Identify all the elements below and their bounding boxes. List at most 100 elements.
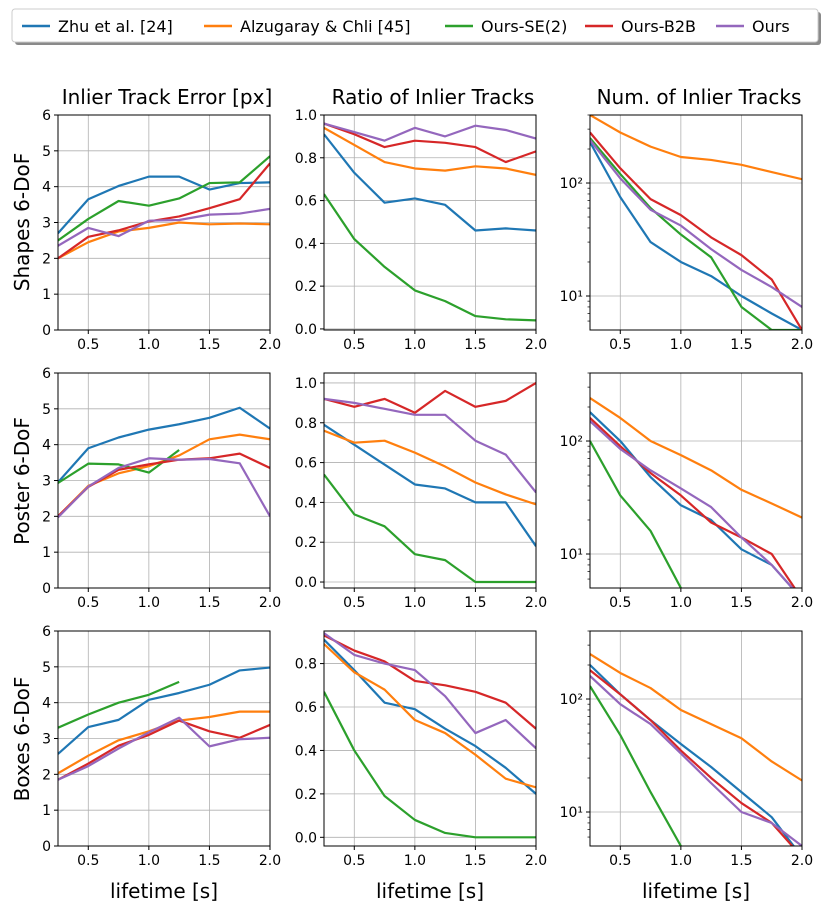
series-line-ours-b2b	[590, 417, 796, 588]
series-line-ours-se2	[58, 680, 180, 729]
row-title-shapes: Shapes 6-DoF	[10, 153, 34, 292]
y-tick-label: 10¹	[560, 547, 583, 563]
series-group	[590, 115, 802, 330]
series-line-ours	[324, 397, 536, 494]
x-tick-label: 0.5	[609, 853, 631, 869]
y-tick-label: 5	[42, 144, 51, 160]
y-tick-label: 0.6	[295, 456, 317, 472]
y-tick-label: 0.2	[295, 535, 317, 551]
x-tick-label: 1.0	[404, 853, 426, 869]
x-label-col3: lifetime [s]	[642, 879, 750, 903]
x-tick-label: 0.5	[77, 595, 99, 611]
axes-frame	[589, 114, 803, 331]
series-line-ours	[58, 207, 270, 247]
series-line-ours	[324, 122, 536, 142]
x-tick-label: 0.5	[77, 337, 99, 353]
y-tick-label: 4	[42, 438, 51, 454]
y-tick-label: 0.6	[295, 700, 317, 716]
series-line-alzugaray	[324, 126, 536, 176]
axes-frame	[323, 372, 537, 589]
series-line-ours	[590, 675, 802, 846]
series-line-ours	[590, 139, 802, 308]
series-line-zhu	[58, 666, 270, 755]
y-tick-label: 0	[42, 839, 51, 855]
y-tick-label: 6	[42, 108, 51, 124]
series-line-ours-se2	[58, 155, 270, 242]
series-line-ours-se2	[590, 137, 802, 330]
series-line-ours-se2	[324, 473, 536, 584]
series-group	[324, 382, 536, 584]
panel-boxes-count: 0.5 1.0 1.5 2.0 10¹ 10²	[560, 630, 813, 869]
series-line-ours-se2	[324, 193, 536, 322]
x-tick-label: 0.5	[77, 853, 99, 869]
x-tick-label: 2.0	[525, 337, 547, 353]
axes-frame	[323, 114, 537, 331]
y-tick-label: 2	[42, 509, 51, 525]
panel-shapes-error: 0.5 1.0 1.5 2.0 0 1 2 3 4 5 6	[42, 108, 281, 353]
x-tick-label: 2.0	[791, 337, 813, 353]
legend-box	[11, 8, 819, 43]
y-tick-label: 10¹	[560, 289, 583, 305]
x-label-col1: lifetime [s]	[110, 879, 218, 903]
x-tick-label: 1.0	[670, 853, 692, 869]
series-line-zhu	[58, 406, 270, 484]
panel-boxes-error: 0.5 1.0 1.5 2.0 0 1 2 3 4 5 6	[42, 624, 281, 869]
series-line-ours-se2	[590, 440, 683, 588]
series-group	[590, 653, 802, 846]
y-tick-label: 10²	[560, 692, 583, 708]
x-tick-label: 2.0	[259, 595, 281, 611]
y-tick-label: 3	[42, 474, 51, 490]
y-tick-label: 5	[42, 402, 51, 418]
panel-poster-ratio: 0.5 1.0 1.5 2.0 0.0 0.2 0.4 0.6 0.8 1.0	[295, 372, 547, 611]
x-tick-label: 1.0	[670, 595, 692, 611]
column-title-ratio: Ratio of Inlier Tracks	[332, 85, 535, 109]
y-tick-label: 0.0	[295, 575, 317, 591]
x-tick-label: 1.5	[730, 853, 752, 869]
y-tick-label: 0.2	[295, 279, 317, 295]
y-tick-label: 0	[42, 581, 51, 597]
y-tick-label: 4	[42, 180, 51, 196]
legend-label-ours-se2: Ours-SE(2)	[481, 17, 567, 36]
x-tick-label: 0.5	[343, 337, 365, 353]
x-tick-label: 1.0	[670, 337, 692, 353]
series-group	[58, 666, 270, 781]
legend-label-ours: Ours	[752, 17, 790, 36]
y-tick-label: 1	[42, 287, 51, 303]
x-tick-label: 2.0	[259, 337, 281, 353]
panel-shapes-count: 0.5 1.0 1.5 2.0 10¹ 10²	[560, 114, 813, 353]
y-tick-label: 0.6	[295, 194, 317, 210]
y-tick-label: 0	[42, 323, 51, 339]
y-tick-label: 10²	[560, 434, 583, 450]
y-tick-label: 1	[42, 545, 51, 561]
y-tick-label: 3	[42, 732, 51, 748]
y-tick-label: 2	[42, 767, 51, 783]
y-tick-label: 10¹	[560, 805, 583, 821]
series-line-ours	[58, 457, 270, 519]
series-line-alzugaray	[590, 397, 802, 519]
x-tick-label: 2.0	[525, 595, 547, 611]
series-line-zhu	[324, 133, 536, 232]
y-tick-label: 0.4	[295, 743, 317, 759]
x-tick-label: 0.5	[343, 595, 365, 611]
x-tick-label: 2.0	[791, 595, 813, 611]
x-tick-label: 1.5	[464, 337, 486, 353]
x-tick-label: 1.5	[198, 337, 220, 353]
y-tick-label: 0.4	[295, 236, 317, 252]
y-tick-label: 1	[42, 803, 51, 819]
series-line-alzugaray	[590, 653, 802, 782]
x-tick-label: 1.5	[198, 853, 220, 869]
series-line-ours	[324, 632, 536, 750]
legend: Zhu et al. [24] Alzugaray & Chli [45] Ou…	[11, 8, 821, 45]
series-line-ours-se2	[590, 685, 683, 846]
y-tick-label: 0.0	[295, 322, 317, 338]
series-line-ours-se2	[324, 691, 536, 839]
y-tick-label: 4	[42, 696, 51, 712]
x-tick-label: 1.0	[138, 595, 160, 611]
series-line-ours-b2b	[324, 122, 536, 164]
legend-label-zhu: Zhu et al. [24]	[58, 17, 173, 36]
x-label-col2: lifetime [s]	[376, 879, 484, 903]
y-tick-label: 3	[42, 216, 51, 232]
panel-boxes-ratio: 0.5 1.0 1.5 2.0 0.0 0.2 0.4 0.6 0.8	[295, 630, 547, 869]
series-line-zhu	[590, 411, 794, 588]
